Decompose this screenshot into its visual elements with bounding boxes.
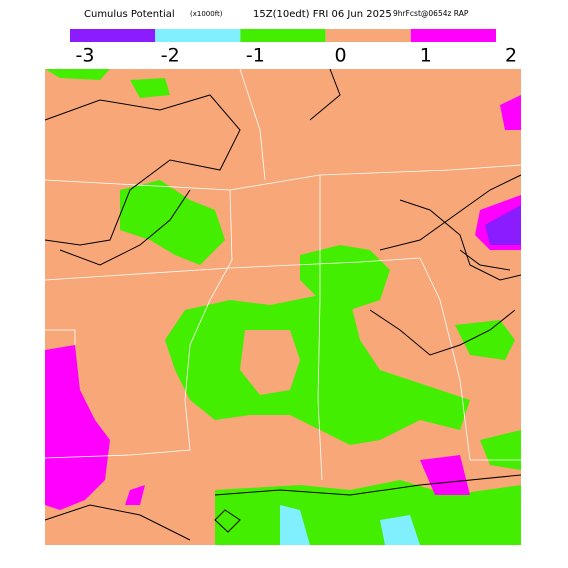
purple-area <box>485 205 521 245</box>
colorbar-tick-label: 0 <box>335 45 347 67</box>
colorbar-segment <box>410 29 496 42</box>
units: (x1000ft) <box>190 10 223 18</box>
cyan-areas <box>280 505 420 545</box>
colorbar-tick-label: -2 <box>161 45 180 67</box>
run: 9hrFcst@0654z RAP <box>393 9 469 18</box>
colorbar-segment <box>325 29 411 42</box>
header: Cumulus Potential (x1000ft) 15Z(10edt) F… <box>84 9 469 20</box>
time: 15Z(10edt) FRI 06 Jun 2025 <box>253 9 392 20</box>
colorbar-tick-label: -1 <box>246 45 265 67</box>
colorbar-tick-label: -3 <box>76 45 95 67</box>
colorbar-segment <box>70 29 156 42</box>
contours <box>44 68 522 541</box>
colorbar-segment <box>155 29 241 42</box>
colorbar: -3 -2 -1 0 1 2 <box>70 29 517 67</box>
map <box>44 68 522 545</box>
state-borders <box>44 68 522 481</box>
colorbar-tick-label: 1 <box>420 45 432 67</box>
colorbar-tick-label: 2 <box>505 45 517 67</box>
title: Cumulus Potential <box>84 9 175 20</box>
colorbar-segment <box>240 29 326 42</box>
